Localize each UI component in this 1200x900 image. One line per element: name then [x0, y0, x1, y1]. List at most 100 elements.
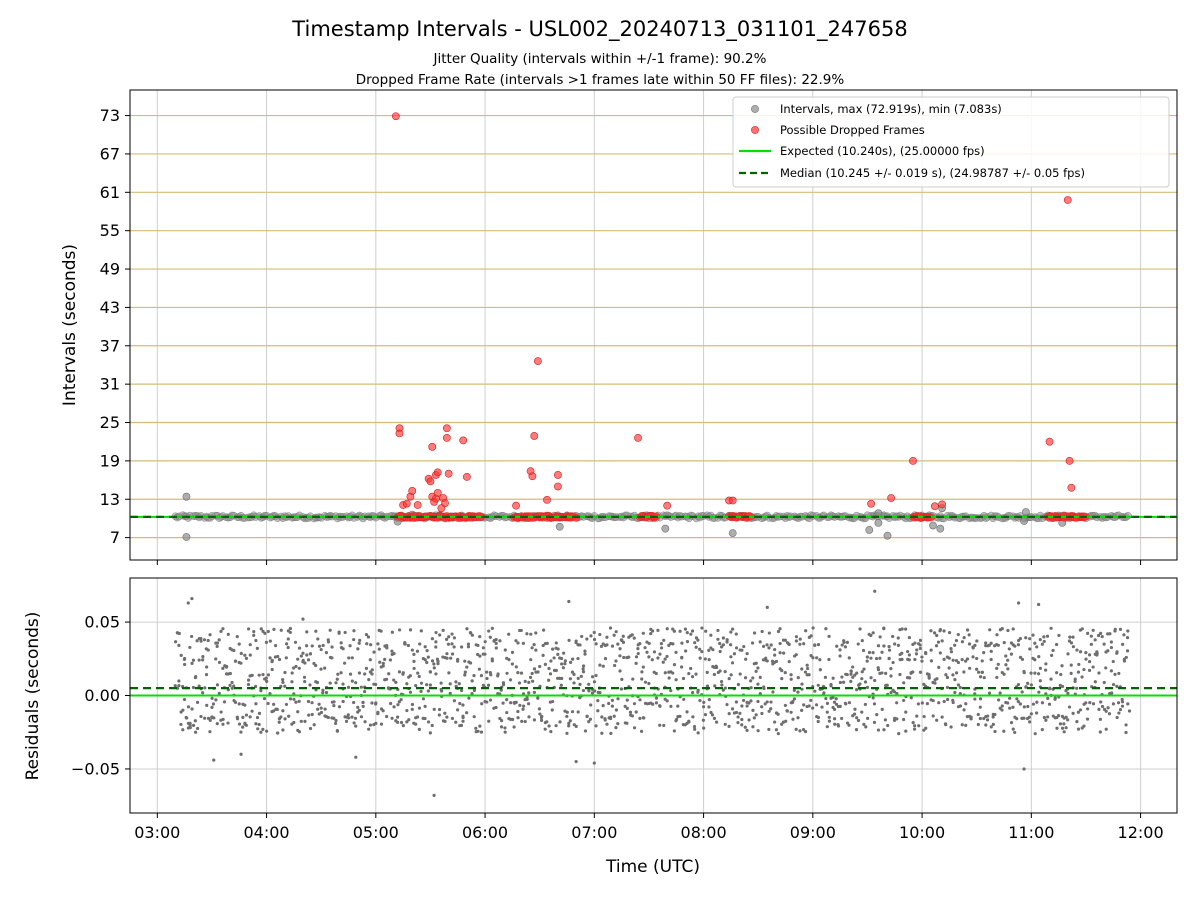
residual-point [410, 707, 414, 711]
residual-point [365, 642, 369, 646]
residual-point [217, 638, 221, 642]
residual-point [1022, 716, 1026, 720]
residual-point [488, 635, 492, 639]
residual-point [887, 656, 891, 661]
residual-point [721, 636, 725, 640]
residual-point [430, 659, 435, 663]
residual-point [272, 627, 276, 631]
dropped-frame-point [426, 477, 435, 486]
residual-point [303, 719, 307, 724]
residual-point [201, 658, 205, 662]
residual-point [437, 707, 442, 712]
residual-point [811, 706, 815, 710]
residual-point [1044, 662, 1048, 666]
residual-point [649, 631, 653, 636]
residual-point [678, 714, 682, 718]
interval-point [929, 521, 937, 530]
residual-point [496, 672, 500, 676]
residual-point [1069, 641, 1074, 645]
residual-point [423, 658, 427, 662]
residual-point [643, 646, 647, 650]
residual-point [1067, 705, 1072, 709]
residual-point [408, 628, 413, 632]
residual-point [221, 722, 225, 726]
residual-point [878, 635, 882, 639]
residual-point [1002, 672, 1006, 676]
residual-point [185, 716, 189, 720]
residual-point [922, 714, 926, 719]
residual-point [1104, 666, 1108, 670]
residual-point [594, 642, 598, 646]
dropped-frame-point [543, 495, 551, 504]
residuals-x-ticks: 03:00 04:00 05:00 06:00 07:00 08:00 09:00 10:00… [134, 813, 1164, 842]
residual-point [226, 721, 230, 725]
residual-point [718, 641, 722, 646]
residual-point [211, 702, 216, 706]
residual-point [570, 670, 575, 674]
residual-point [435, 657, 440, 661]
residual-point [966, 628, 970, 632]
residual-point [694, 645, 698, 649]
residual-point [847, 656, 851, 660]
residual-point [980, 670, 985, 674]
residual-point [882, 644, 886, 648]
residual-point [794, 653, 798, 657]
residual-point [813, 643, 817, 647]
residual-point [909, 696, 913, 700]
residual-point [774, 728, 779, 732]
dropped-frame-point [533, 357, 542, 366]
residual-point [215, 641, 220, 645]
residual-point [1076, 727, 1081, 731]
residual-point [186, 705, 191, 709]
residual-point [592, 637, 597, 642]
x-tick-label: 07:00 [571, 823, 617, 842]
residual-point [681, 676, 686, 681]
residual-point [316, 707, 320, 711]
residual-point [347, 656, 351, 660]
residual-point [991, 715, 995, 719]
residual-point [750, 641, 755, 645]
residual-point [647, 655, 651, 659]
residual-point [1078, 708, 1083, 712]
residual-point [1004, 654, 1008, 658]
residual-point [321, 691, 325, 695]
residual-point [614, 630, 618, 634]
residual-point [432, 666, 436, 670]
residual-point [580, 634, 584, 639]
residual-point [1056, 714, 1061, 718]
residual-point [858, 682, 862, 686]
residual-point [917, 724, 921, 728]
residual-point [476, 652, 480, 657]
residual-point [230, 680, 234, 685]
residual-point [962, 636, 966, 640]
residual-point [334, 681, 338, 685]
residual-point [787, 642, 791, 646]
residual-point [417, 727, 421, 731]
dropped-frame-point [938, 500, 947, 509]
residual-point [829, 682, 833, 687]
residual-point [248, 715, 252, 719]
residual-point [235, 717, 240, 721]
residual-point [884, 671, 888, 675]
residual-point [1000, 708, 1004, 712]
residual-point [204, 672, 209, 677]
residual-point [199, 714, 203, 719]
residual-point [918, 670, 923, 674]
residual-point [752, 631, 757, 635]
residual-point [945, 675, 950, 680]
residual-point [911, 720, 915, 725]
residual-point [913, 724, 917, 728]
residual-point [190, 707, 194, 711]
residuals-reference-lines [130, 687, 1177, 697]
residual-point [986, 714, 990, 718]
residual-point [292, 697, 296, 701]
residual-point [760, 705, 764, 709]
residual-point [1047, 702, 1052, 706]
residual-point [707, 648, 711, 652]
residual-point [912, 727, 917, 731]
residual-point [560, 676, 564, 681]
residual-point [741, 698, 746, 703]
residual-point [254, 702, 258, 706]
residual-point [674, 678, 678, 682]
legend-label-intervals: Intervals, max (72.919s), min (7.083s) [780, 102, 1002, 116]
